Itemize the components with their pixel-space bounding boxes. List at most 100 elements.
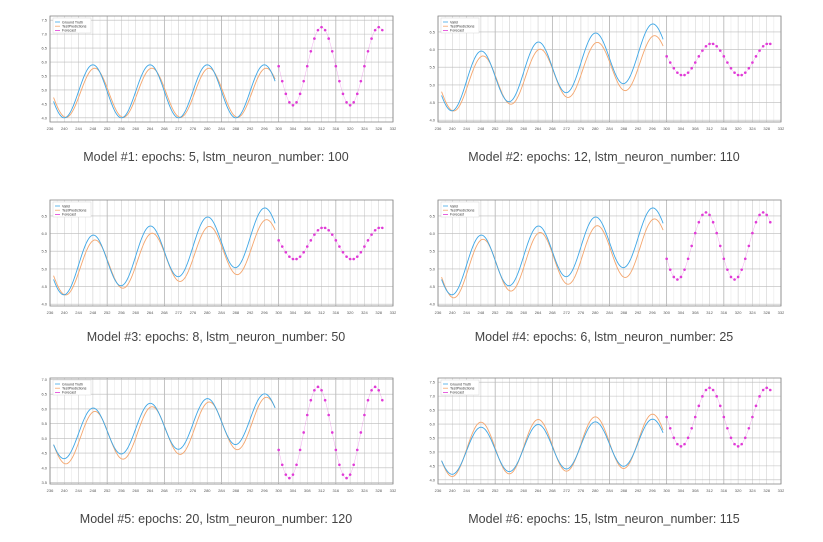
x-tick-label: 284 <box>606 126 613 131</box>
forecast-point <box>355 92 359 96</box>
x-tick-label: 320 <box>347 310 354 315</box>
x-tick-label: 304 <box>678 126 685 131</box>
y-tick-label: 6.5 <box>429 408 435 413</box>
legend-entry: Forecast <box>62 391 76 395</box>
forecast-point <box>736 275 740 279</box>
forecast-point <box>711 42 715 46</box>
x-tick-label: 252 <box>492 488 499 493</box>
forecast-point <box>672 275 676 279</box>
forecast-point <box>288 100 291 104</box>
chart-panel-4: 236 240 244 248 252 256 260 264 268 272 276 280 284 2… <box>424 196 784 344</box>
forecast-point <box>729 275 733 279</box>
y-tick-label: 4.0 <box>429 477 435 482</box>
x-tick-label: 260 <box>520 488 527 493</box>
x-tick-label: 276 <box>190 126 197 131</box>
legend-entry: Ground Truth <box>62 382 83 386</box>
forecast-point <box>295 463 298 467</box>
forecast-point <box>693 61 697 64</box>
series-forecast-points <box>277 385 384 480</box>
forecast-point <box>341 250 345 254</box>
y-tick-label: 7.0 <box>429 394 435 399</box>
x-tick-label: 312 <box>706 126 713 131</box>
forecast-point <box>309 49 313 53</box>
chart-3: 236 240 244 248 252 256 260 264 268 272 276 280 284 2… <box>41 199 396 315</box>
legend-box <box>440 201 480 218</box>
x-tick-label: 308 <box>692 126 699 131</box>
y-tick-label: 4.0 <box>41 302 47 307</box>
x-tick-label: 320 <box>347 126 354 131</box>
forecast-point <box>366 49 370 53</box>
x-tick-label: 252 <box>104 310 111 315</box>
forecast-point <box>754 220 758 224</box>
x-tick-label: 312 <box>318 488 325 493</box>
x-tick-label: 312 <box>318 310 325 315</box>
x-tick-label: 292 <box>635 310 642 315</box>
x-tick-label: 256 <box>506 488 513 493</box>
plot-frame <box>437 15 782 123</box>
forecast-point <box>323 398 327 402</box>
chart-caption: Model #1: epochs: 5, lstm_neuron_number:… <box>83 150 349 164</box>
series-forecast-line <box>278 227 383 260</box>
x-tick-label: 248 <box>90 310 97 315</box>
x-tick-label: 316 <box>332 488 339 493</box>
forecast-point <box>665 55 668 58</box>
legend-entry: TestPredictions <box>62 209 87 213</box>
x-tick-label: 248 <box>478 310 485 315</box>
forecast-point <box>298 448 302 452</box>
y-tick-label: 5.5 <box>41 421 47 426</box>
x-tick-label: 268 <box>549 488 556 493</box>
forecast-point <box>363 413 366 417</box>
forecast-point <box>726 61 729 64</box>
x-tick-label: 236 <box>47 488 54 493</box>
y-tick-label: 3.5 <box>41 480 47 485</box>
x-tick-label: 308 <box>304 488 311 493</box>
forecast-point <box>715 395 718 398</box>
x-tick-label: 252 <box>492 310 499 315</box>
forecast-point <box>370 37 373 40</box>
chart-1: 236 240 244 248 252 256 260 264 268 272 276 280 284 2… <box>41 15 396 131</box>
forecast-point <box>380 398 384 402</box>
y-tick-label: 7.5 <box>41 18 47 23</box>
legend-entry: Forecast <box>450 391 464 395</box>
forecast-point <box>302 431 305 434</box>
chart-panel-5: 236 240 244 248 252 256 260 264 268 272 276 280 284 2… <box>36 374 396 526</box>
forecast-point <box>377 226 381 230</box>
series-forecast-line <box>666 212 771 280</box>
x-tick-label: 308 <box>692 488 699 493</box>
forecast-point <box>313 389 316 392</box>
forecast-point <box>352 463 355 467</box>
forecast-point <box>313 233 316 236</box>
x-tick-label: 284 <box>606 310 613 315</box>
forecast-point <box>701 49 704 52</box>
series-forecast-points <box>665 211 772 281</box>
x-tick-label: 280 <box>204 126 211 131</box>
forecast-point <box>316 28 320 32</box>
forecast-point <box>305 64 309 68</box>
forecast-point <box>758 213 761 217</box>
forecast-point <box>683 73 686 77</box>
forecast-point <box>722 257 726 261</box>
forecast-point <box>672 66 676 70</box>
y-tick-label: 5.5 <box>41 249 47 254</box>
forecast-point <box>377 25 381 29</box>
forecast-point <box>672 436 676 440</box>
y-tick-label: 7.0 <box>41 32 47 37</box>
forecast-point <box>686 71 690 74</box>
x-tick-label: 244 <box>75 126 82 131</box>
x-tick-label: 296 <box>261 310 268 315</box>
chart-panel-2: 236 240 244 248 252 256 260 264 268 272 276 280 284 2… <box>424 12 784 164</box>
x-tick-label: 240 <box>449 310 456 315</box>
forecast-point <box>302 79 305 83</box>
legend-entry: Valid <box>450 20 458 24</box>
x-tick-label: 328 <box>763 488 770 493</box>
x-tick-label: 256 <box>118 126 125 131</box>
series-forecast-points <box>277 226 384 261</box>
y-tick-label: 5.5 <box>429 65 435 70</box>
forecast-point <box>736 73 740 77</box>
legend-entry: TestPredictions <box>450 387 475 391</box>
y-tick-label: 6.0 <box>429 231 435 236</box>
forecast-point <box>697 404 701 408</box>
x-tick-label: 316 <box>332 310 339 315</box>
x-tick-label: 332 <box>390 126 396 131</box>
